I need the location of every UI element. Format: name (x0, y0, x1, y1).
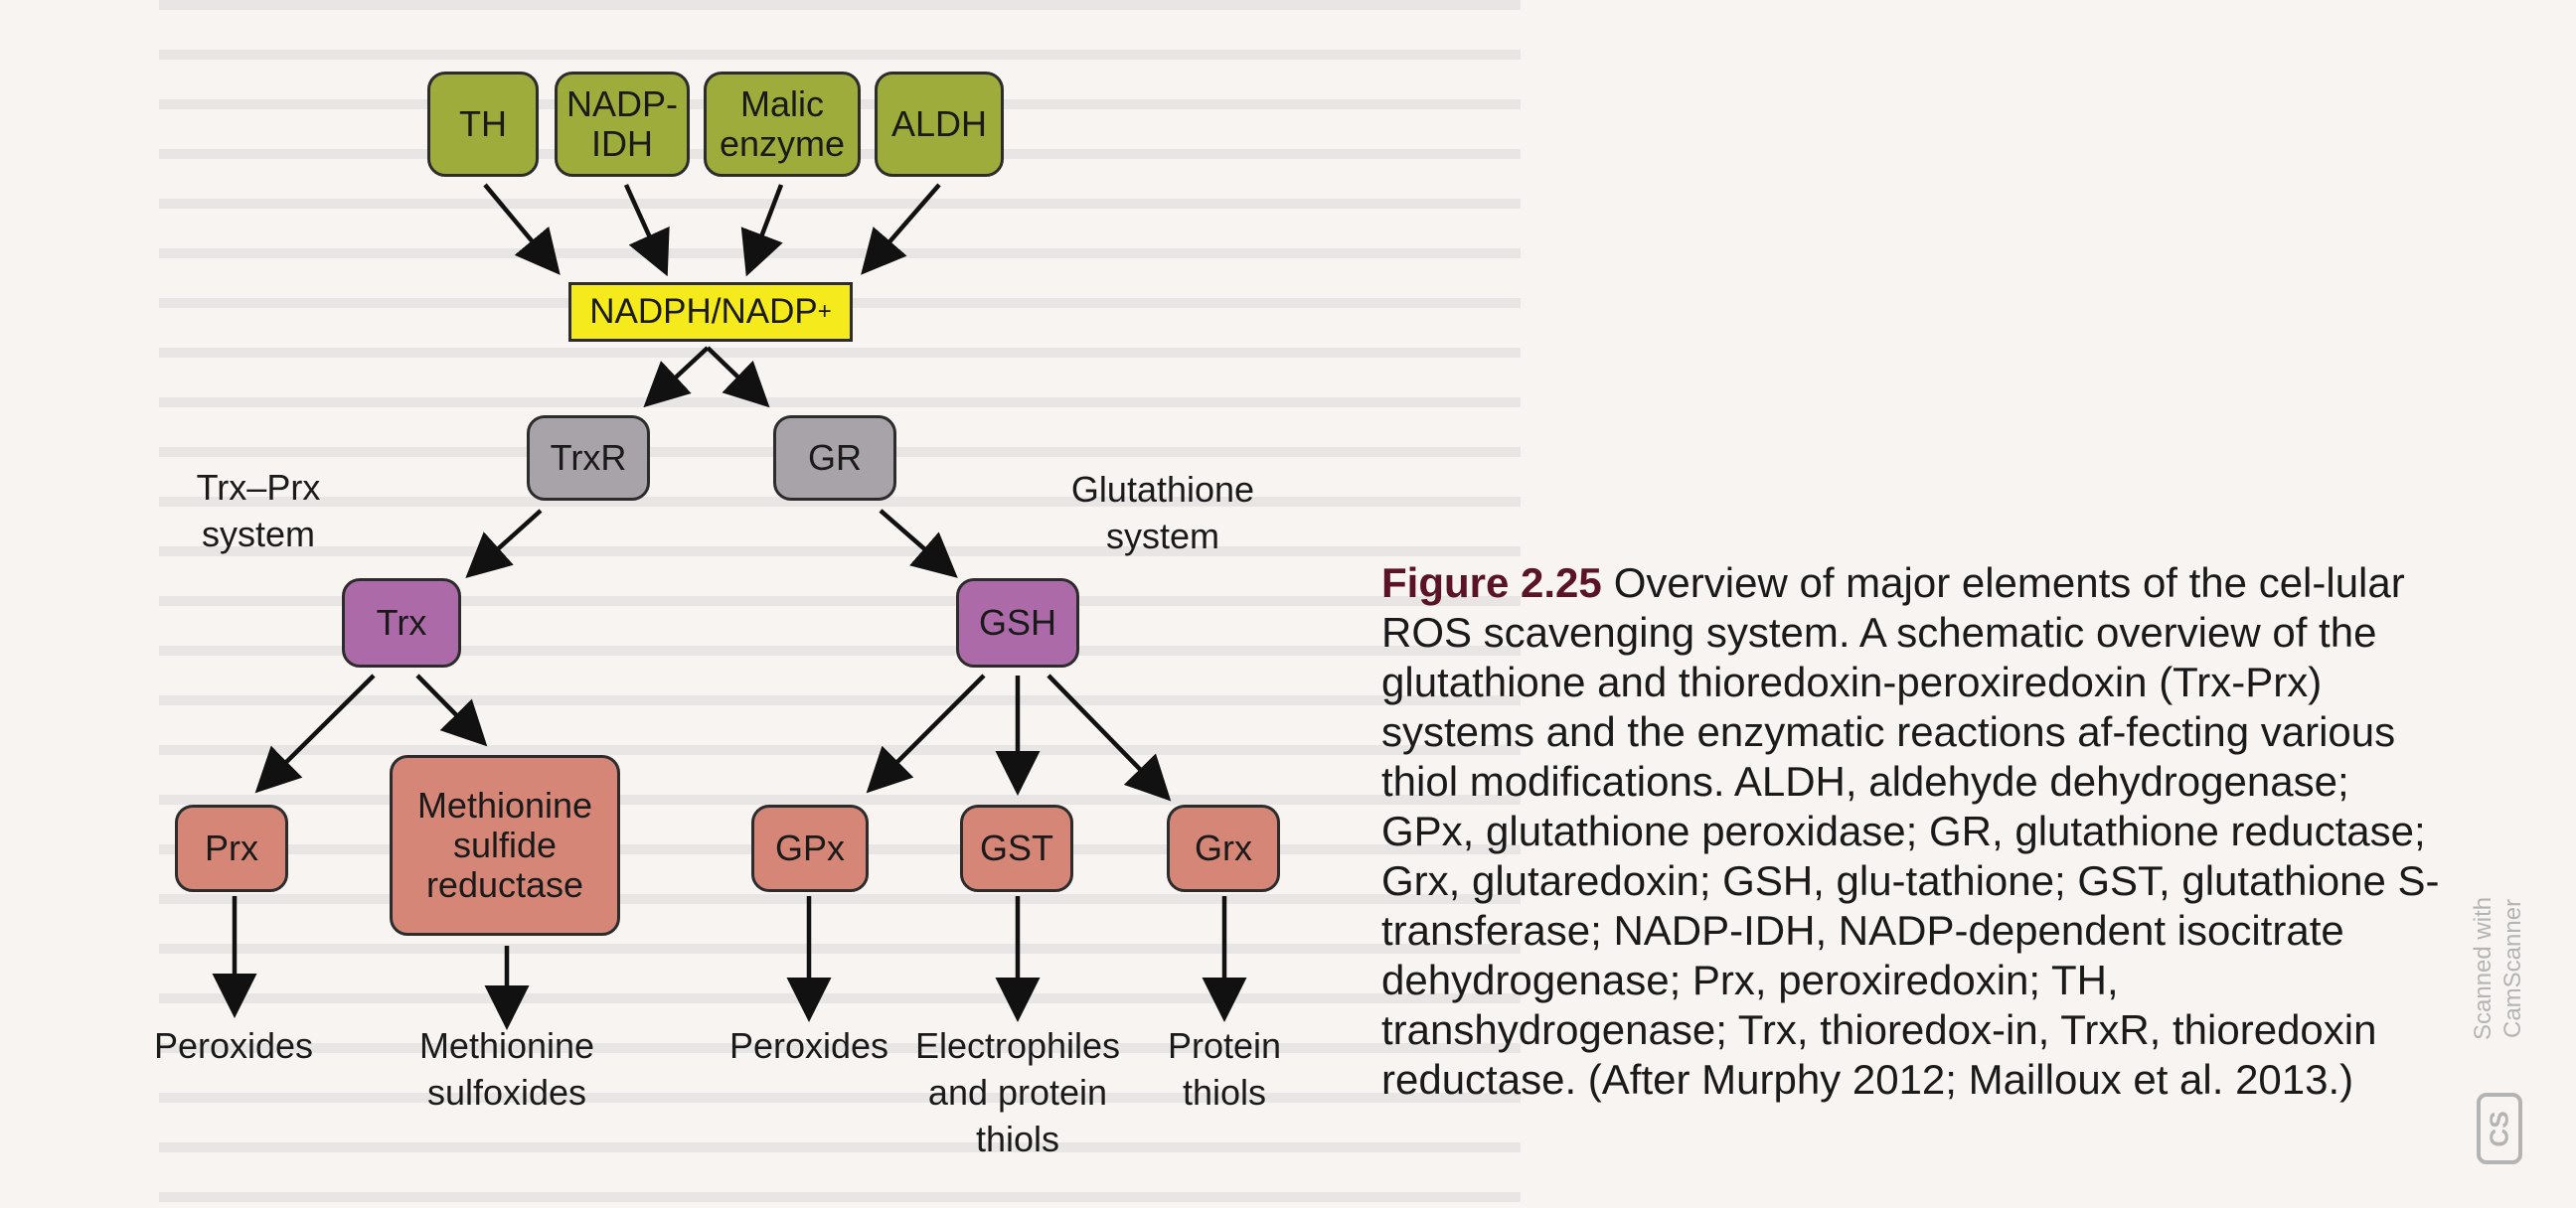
arrow-th-to-hub (483, 183, 561, 275)
node-gsh: GSH (956, 578, 1079, 668)
node-grx: Grx (1167, 805, 1280, 892)
node-gst: GST (960, 805, 1073, 892)
label-trx-prx-system: Trx–Prx system (196, 467, 321, 554)
camscanner-logo-icon: CS (2477, 1093, 2522, 1164)
arrow-malic-to-hub (740, 184, 784, 277)
label-target-peroxides-2: Peroxides (728, 1025, 889, 1066)
hub-superscript: + (817, 297, 832, 325)
arrow-gr-to-gsh (879, 509, 958, 578)
node-th: TH (427, 72, 539, 177)
label-target-methionine-sulfoxides: Methionine sulfoxides (418, 1025, 595, 1113)
arrow-nadpidh-to-hub (623, 184, 670, 277)
arrow-trxr-to-trx (465, 509, 543, 579)
arrow-hub-to-trxr (643, 346, 710, 408)
arrow-gsh-to-grx (1046, 674, 1172, 802)
node-gpx: GPx (751, 805, 869, 892)
label-target-electrophiles: Electrophiles and protein thiols (914, 1025, 1121, 1159)
node-prx: Prx (175, 805, 288, 892)
figure-label: Figure 2.25 (1381, 559, 1602, 606)
label-glutathione-system: Glutathione system (1070, 469, 1255, 556)
node-nadp-idh: NADP- IDH (555, 72, 690, 177)
arrow-trx-to-prx (254, 674, 376, 794)
label-target-protein-thiols: Protein thiols (1167, 1025, 1282, 1113)
node-nadph-hub: NADPH/NADP + (568, 282, 853, 342)
node-trx: Trx (342, 578, 461, 668)
label-target-peroxides-1: Peroxides (153, 1025, 314, 1066)
watermark-logo-text: CS (2484, 1110, 2514, 1147)
node-trxr: TrxR (527, 415, 650, 501)
camscanner-watermark: Scanned with CamScanner CS (2469, 864, 2532, 1172)
diagram-arrows (212, 183, 1247, 1030)
arrow-aldh-to-hub (861, 183, 941, 275)
watermark-text: Scanned with CamScanner (2470, 896, 2526, 1041)
node-aldh: ALDH (875, 72, 1004, 177)
node-malic-enzyme: Malic enzyme (704, 72, 861, 177)
arrow-hub-to-gr (706, 346, 770, 408)
arrow-trx-to-msr (415, 674, 488, 747)
node-methionine-sulfide-reductase: Methionine sulfide reductase (390, 755, 620, 936)
node-gr: GR (773, 415, 896, 501)
caption-text: Overview of major elements of the cel-lu… (1381, 559, 2440, 1103)
arrow-gsh-to-gpx (866, 674, 986, 794)
figure-caption: Figure 2.25 Overview of major elements of… (1381, 558, 2445, 1105)
